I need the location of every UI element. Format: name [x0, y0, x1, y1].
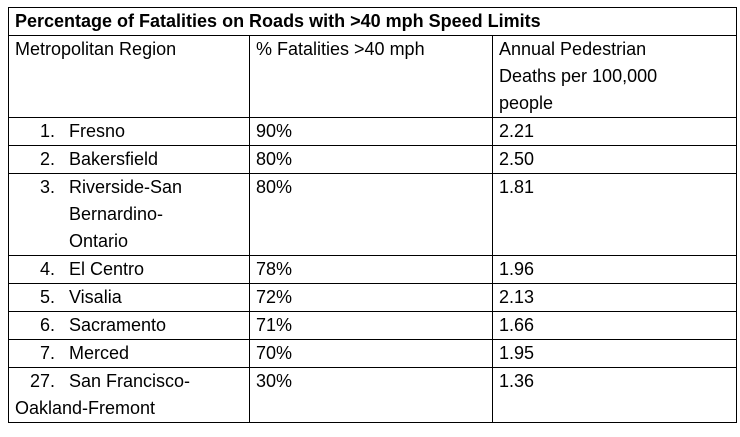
- header-deaths: Annual Pedestrian Deaths per 100,000 peo…: [491, 35, 738, 118]
- region-name: Bakersfield: [69, 149, 159, 169]
- deaths-cell: 2.13: [491, 283, 738, 312]
- region-cell: 6. Sacramento: [8, 311, 250, 340]
- region-name: El Centro: [69, 259, 145, 279]
- rank-number: 1.: [39, 121, 55, 141]
- table-row: 7. Merced 70% 1.95: [8, 339, 738, 368]
- header-region: Metropolitan Region: [8, 35, 250, 118]
- region-name-line2: Bernardino-: [69, 204, 164, 224]
- region-name-line2: Oakland-Fremont: [15, 398, 156, 418]
- deaths-cell: 1.95: [491, 339, 738, 368]
- table-row: 3. Riverside-San Bernardino- Ontario 80% 1.…: [8, 173, 738, 256]
- region-cell: 2. Bakersfield: [8, 145, 250, 174]
- deaths-cell: 2.21: [491, 117, 738, 146]
- pct-cell: 70%: [249, 339, 493, 368]
- pct-cell: 80%: [249, 173, 493, 256]
- deaths-cell: 1.66: [491, 311, 738, 340]
- header-deaths-line2: Deaths per 100,000: [499, 66, 658, 86]
- fatalities-table: Percentage of Fatalities on Roads with >…: [7, 7, 738, 423]
- region-cell: 1. Fresno: [8, 117, 250, 146]
- region-name-line3: Ontario: [69, 231, 129, 251]
- deaths-cell: 1.81: [491, 173, 738, 256]
- deaths-cell: 1.96: [491, 255, 738, 284]
- region-cell: 5. Visalia: [8, 283, 250, 312]
- region-name: Merced: [69, 343, 130, 363]
- header-row: Metropolitan Region % Fatalities >40 mph…: [8, 35, 738, 118]
- header-pct: % Fatalities >40 mph: [249, 35, 493, 118]
- rank-number: 4.: [39, 259, 55, 279]
- region-name: Sacramento: [69, 315, 167, 335]
- pct-cell: 90%: [249, 117, 493, 146]
- deaths-cell: 2.50: [491, 145, 738, 174]
- header-deaths-line1: Annual Pedestrian: [499, 39, 647, 59]
- pct-cell: 71%: [249, 311, 493, 340]
- deaths-cell: 1.36: [491, 367, 738, 423]
- region-name: Riverside-San Bernardino- Ontario: [69, 174, 239, 255]
- table-row: 4. El Centro 78% 1.96: [8, 255, 738, 284]
- region-name: Fresno: [69, 121, 126, 141]
- region-name: Visalia: [69, 287, 122, 307]
- rank-number: 6.: [39, 315, 55, 335]
- pct-cell: 30%: [249, 367, 493, 423]
- pct-cell: 78%: [249, 255, 493, 284]
- region-cell: 3. Riverside-San Bernardino- Ontario: [8, 173, 250, 256]
- pct-cell: 72%: [249, 283, 493, 312]
- region-name-line1: Riverside-San: [69, 177, 183, 197]
- title-row: Percentage of Fatalities on Roads with >…: [7, 7, 738, 36]
- rank-number: 27.: [29, 371, 55, 391]
- table-row: 27. San Francisco- Oakland-Fremont 30% 1.…: [8, 367, 738, 423]
- region-cell: 4. El Centro: [8, 255, 250, 284]
- rank-number: 5.: [39, 287, 55, 307]
- rank-number: 7.: [39, 343, 55, 363]
- region-name-line1: San Francisco-: [69, 371, 191, 391]
- pct-cell: 80%: [249, 145, 493, 174]
- rank-number: 2.: [39, 149, 55, 169]
- table-row: 2. Bakersfield 80% 2.50: [8, 145, 738, 174]
- table-row: 5. Visalia 72% 2.13: [8, 283, 738, 312]
- region-cell: 7. Merced: [8, 339, 250, 368]
- region-cell: 27. San Francisco- Oakland-Fremont: [8, 367, 250, 423]
- rank-number: 3.: [39, 177, 55, 197]
- header-deaths-line3: people: [499, 93, 554, 113]
- table-title: Percentage of Fatalities on Roads with >…: [7, 7, 738, 36]
- table-row: 1. Fresno 90% 2.21: [8, 117, 738, 146]
- table-row: 6. Sacramento 71% 1.66: [8, 311, 738, 340]
